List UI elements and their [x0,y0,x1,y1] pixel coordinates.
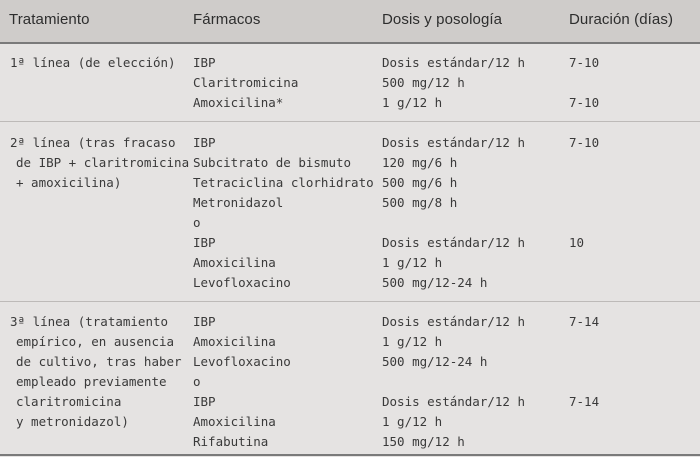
dosis-line: Dosis estándar/12 h [382,135,525,150]
duracion-line: 7-14 [569,394,600,409]
farmaco-line: Amoxicilina [193,255,276,270]
dosis-line: 500 mg/12-24 h [382,275,488,290]
table-header: Tratamiento Fármacos Dosis y posología D… [0,0,700,44]
farmaco-line: Subcitrato de bismuto [193,155,352,170]
farmaco-line: IBP [193,394,216,409]
farmaco-line: Claritromicina [193,75,299,90]
farmaco-line: Rifabutina [193,434,269,449]
duracion-line: 7-14 [569,314,600,329]
duracion-line: 7-10 [569,95,600,110]
farmaco-line: o [193,215,201,230]
farmaco-line: IBP [193,235,216,250]
tratamiento-line: y metronidazol) [16,414,129,429]
farmaco-line: IBP [193,135,216,150]
row-separator [0,121,700,122]
tratamiento-line: 3ª línea (tratamiento [10,314,169,329]
header-farmacos: Fármacos [193,11,261,28]
dosis-line: Dosis estándar/12 h [382,314,525,329]
tratamiento-line: 2ª línea (tras fracaso [10,135,176,150]
farmaco-line: Levofloxacino [193,354,291,369]
duracion-line: 7-10 [569,135,600,150]
tratamiento-line: empírico, en ausencia [16,334,175,349]
row-separator [0,301,700,302]
farmaco-line: Metronidazol [193,195,284,210]
farmaco-line: Tetraciclina clorhidrato [193,175,374,190]
tratamiento-line: de IBP + claritromicina [16,155,190,170]
tratamiento-line: de cultivo, tras haber [16,354,182,369]
dosis-line: Dosis estándar/12 h [382,394,525,409]
dosis-line: 1 g/12 h [382,255,443,270]
dosis-line: 500 mg/8 h [382,195,458,210]
tratamiento-line: 1ª línea (de elección) [10,55,176,70]
duracion-line: 10 [569,235,585,250]
dosis-line: Dosis estándar/12 h [382,235,525,250]
header-tratamiento: Tratamiento [9,11,90,28]
farmaco-line: IBP [193,314,216,329]
dosis-line: 500 mg/12 h [382,75,465,90]
tratamiento-line: empleado previamente [16,374,167,389]
farmaco-line: IBP [193,55,216,70]
dosis-line: 500 mg/12-24 h [382,354,488,369]
header-dosis: Dosis y posología [382,11,503,28]
tratamiento-line: claritromicina [16,394,122,409]
dosis-line: 1 g/12 h [382,334,443,349]
dosis-line: 1 g/12 h [382,95,443,110]
farmaco-line: o [193,374,201,389]
header-duracion: Duración (días) [569,11,674,28]
farmaco-line: Amoxicilina* [193,95,284,110]
farmaco-line: Amoxicilina [193,334,276,349]
duracion-line: 7-10 [569,55,600,70]
dosis-line: 1 g/12 h [382,414,443,429]
tratamiento-line: + amoxicilina) [16,175,122,190]
farmaco-line: Levofloxacino [193,275,291,290]
dosis-line: 150 mg/12 h [382,434,465,449]
dosis-line: 500 mg/6 h [382,175,458,190]
dosis-line: Dosis estándar/12 h [382,55,525,70]
dosis-line: 120 mg/6 h [382,155,458,170]
farmaco-line: Amoxicilina [193,414,276,429]
table-bottom-border [0,454,700,456]
